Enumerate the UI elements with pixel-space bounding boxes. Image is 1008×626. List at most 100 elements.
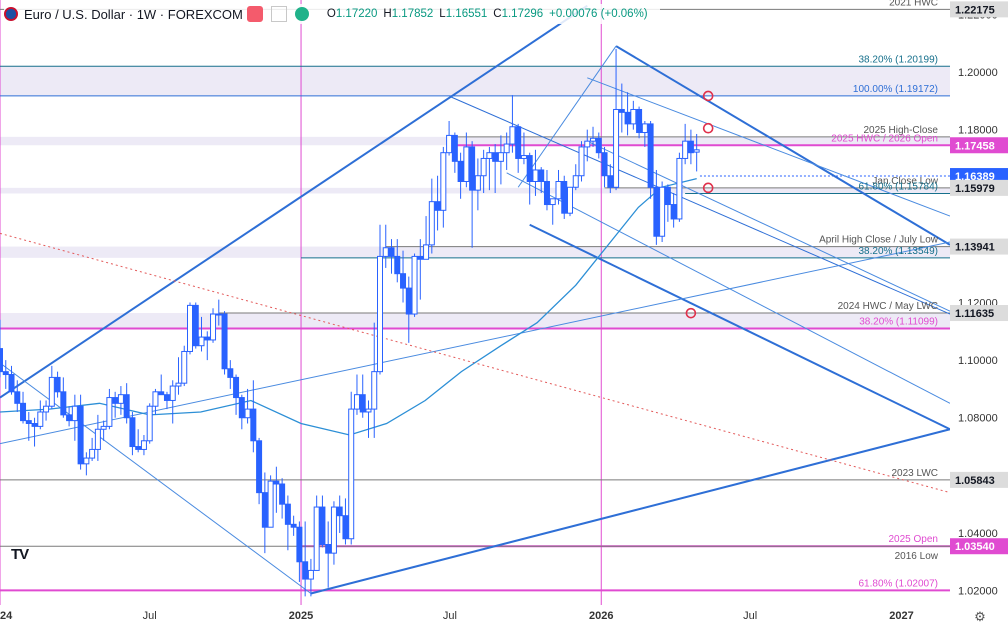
candle-115[interactable] xyxy=(659,186,666,237)
candle-44[interactable] xyxy=(250,408,257,442)
candle-37[interactable] xyxy=(210,313,217,341)
candle-100[interactable] xyxy=(572,175,579,188)
candle-89[interactable] xyxy=(509,126,516,145)
candle-13[interactable] xyxy=(71,405,78,422)
candle-24[interactable] xyxy=(135,446,142,450)
candle-74[interactable] xyxy=(423,244,430,260)
candle-54[interactable] xyxy=(307,569,314,580)
symbol-title[interactable]: Euro / U.S. Dollar · 1W · FOREXCOM xyxy=(24,6,243,22)
candle-112[interactable] xyxy=(641,123,648,134)
candle-22[interactable] xyxy=(123,394,130,419)
candle-17[interactable] xyxy=(94,428,101,450)
candle-15[interactable] xyxy=(83,457,90,465)
candle-51[interactable] xyxy=(290,523,297,528)
candle-23[interactable] xyxy=(129,417,136,448)
candle-61[interactable] xyxy=(348,408,355,540)
candle-91[interactable] xyxy=(520,155,527,159)
candle-25[interactable] xyxy=(140,440,147,450)
candle-63[interactable] xyxy=(359,394,366,413)
candle-47[interactable] xyxy=(267,480,274,528)
candle-26[interactable] xyxy=(146,405,153,442)
candle-46[interactable] xyxy=(261,492,268,528)
checkbox-icon[interactable] xyxy=(270,6,287,22)
candle-69[interactable] xyxy=(394,255,401,275)
tradingview-logo[interactable]: TV xyxy=(11,546,29,563)
candle-5[interactable] xyxy=(25,420,32,425)
candle-103[interactable] xyxy=(590,137,597,142)
candle-8[interactable] xyxy=(43,405,50,413)
candle-12[interactable] xyxy=(66,414,73,422)
candle-72[interactable] xyxy=(411,255,418,315)
candle-19[interactable] xyxy=(106,397,113,427)
candle-92[interactable] xyxy=(526,155,533,182)
candle-20[interactable] xyxy=(112,397,119,404)
candle-10[interactable] xyxy=(54,376,61,393)
candle-102[interactable] xyxy=(584,140,591,148)
candle-96[interactable] xyxy=(549,198,556,206)
candle-14[interactable] xyxy=(77,405,84,465)
candle-75[interactable] xyxy=(428,201,435,246)
candle-38[interactable] xyxy=(215,313,222,316)
candle-29[interactable] xyxy=(163,394,170,401)
candle-27[interactable] xyxy=(152,391,159,407)
candle-114[interactable] xyxy=(653,186,660,237)
candle-35[interactable] xyxy=(198,336,205,347)
candle-36[interactable] xyxy=(204,336,211,341)
candle-111[interactable] xyxy=(636,108,643,134)
candle-30[interactable] xyxy=(169,385,176,401)
candle-85[interactable] xyxy=(486,152,493,159)
candle-81[interactable] xyxy=(463,146,470,183)
price-axis[interactable]: 1.020001.040001.060001.080001.100001.120… xyxy=(950,0,1008,626)
candle-11[interactable] xyxy=(60,391,67,416)
candle-119[interactable] xyxy=(682,140,689,159)
candle-52[interactable] xyxy=(296,526,303,563)
candle-73[interactable] xyxy=(417,255,424,260)
candle-55[interactable] xyxy=(313,506,320,571)
candle-33[interactable] xyxy=(187,304,193,352)
candles-layer[interactable] xyxy=(0,48,700,597)
candle-77[interactable] xyxy=(440,152,447,211)
candle-87[interactable] xyxy=(497,152,504,162)
candle-0[interactable] xyxy=(0,348,3,373)
candle-109[interactable] xyxy=(624,111,631,125)
candle-56[interactable] xyxy=(319,506,326,545)
alert-badge-icon[interactable] xyxy=(246,6,263,22)
candle-57[interactable] xyxy=(325,544,332,554)
candle-9[interactable] xyxy=(48,376,55,407)
candle-49[interactable] xyxy=(279,483,286,505)
candle-58[interactable] xyxy=(330,506,337,554)
candle-66[interactable] xyxy=(377,255,383,373)
candle-110[interactable] xyxy=(630,108,637,125)
candle-65[interactable] xyxy=(371,371,378,410)
candle-120[interactable] xyxy=(687,140,694,154)
candle-106[interactable] xyxy=(607,175,614,188)
candle-68[interactable] xyxy=(388,247,395,257)
candle-90[interactable] xyxy=(515,126,522,159)
candle-3[interactable] xyxy=(14,391,21,404)
candle-105[interactable] xyxy=(601,152,608,177)
candle-95[interactable] xyxy=(543,181,550,206)
candle-41[interactable] xyxy=(233,376,240,399)
candle-1[interactable] xyxy=(2,371,9,376)
candle-62[interactable] xyxy=(353,394,360,410)
candle-60[interactable] xyxy=(342,515,349,540)
candle-86[interactable] xyxy=(492,152,499,162)
candle-101[interactable] xyxy=(578,146,585,177)
candle-84[interactable] xyxy=(480,157,487,177)
candle-71[interactable] xyxy=(405,287,412,315)
candle-113[interactable] xyxy=(647,123,654,188)
candle-7[interactable] xyxy=(37,411,44,427)
candle-42[interactable] xyxy=(238,397,245,419)
candle-34[interactable] xyxy=(192,304,199,347)
candle-50[interactable] xyxy=(284,503,291,525)
candle-88[interactable] xyxy=(503,143,510,154)
candle-93[interactable] xyxy=(532,169,539,183)
candle-39[interactable] xyxy=(221,313,228,370)
candle-16[interactable] xyxy=(89,448,96,459)
time-axis[interactable]: 2024 Jul 2025 Jul 2026 Jul 2027 xyxy=(0,610,914,622)
candle-28[interactable] xyxy=(158,391,165,396)
candle-6[interactable] xyxy=(31,423,38,427)
candle-2[interactable] xyxy=(8,374,15,393)
candle-94[interactable] xyxy=(538,169,545,183)
